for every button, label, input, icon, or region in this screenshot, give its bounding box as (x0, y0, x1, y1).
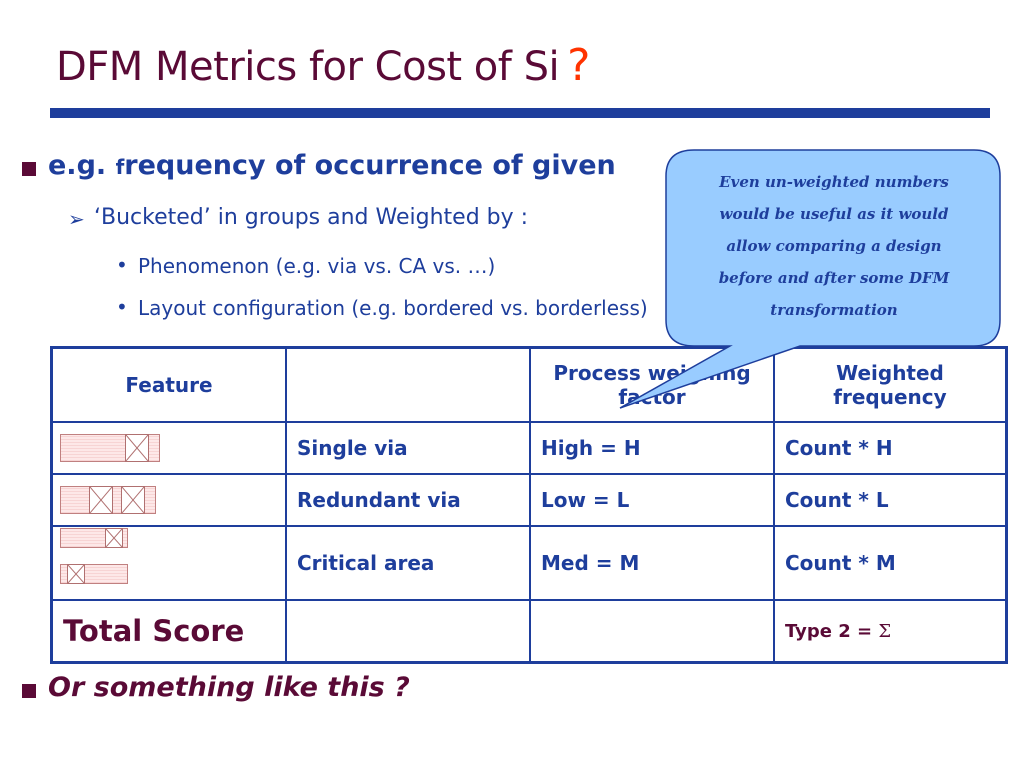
bullet-square-icon (22, 162, 36, 176)
row-name: Single via (285, 421, 531, 475)
callout-line: before and after some DFM (718, 269, 950, 287)
header-feature: Feature (50, 346, 287, 423)
title-underline (50, 108, 990, 118)
dot-bullet-icon: • (116, 253, 128, 277)
total-score-label: Total Score (50, 599, 287, 664)
sub-bullet: ‘Bucketed’ in groups and Weighted by : (94, 205, 529, 230)
dot-bullet-icon: • (116, 295, 128, 319)
title-question-mark: ? (567, 40, 590, 91)
table-row: Redundant via Low = L Count * L (50, 473, 1008, 527)
row-frequency: Count * L (773, 473, 1008, 527)
via-cross-icon (105, 528, 123, 548)
total-blank-cell (529, 599, 775, 664)
header-blank (285, 346, 531, 423)
main-bullet-prefix: e.g. (48, 150, 116, 181)
slide-title: DFM Metrics for Cost of Si? (56, 40, 590, 91)
row-factor: Med = M (529, 525, 775, 601)
via-cross-icon (125, 434, 149, 462)
critical-area-layout-icon-bottom (60, 564, 128, 584)
total-score-value: Type 2 = Σ (773, 599, 1008, 664)
total-value-prefix: Type 2 = (785, 620, 879, 642)
row-name: Redundant via (285, 473, 531, 527)
row-name: Critical area (285, 525, 531, 601)
via-cross-icon (89, 486, 113, 514)
item-bullet-layout: Layout configuration (e.g. bordered vs. … (138, 296, 648, 320)
critical-area-layout-icon-top (60, 528, 128, 548)
via-cross-icon (121, 486, 145, 514)
row-frequency: Count * M (773, 525, 1008, 601)
single-via-layout-icon (60, 434, 160, 462)
callout-line: would be useful as it would (719, 205, 949, 223)
header-frequency: Weighted frequency (773, 346, 1008, 423)
row-frequency: Count * H (773, 421, 1008, 475)
callout-line: allow comparing a design (726, 237, 942, 255)
total-blank-cell (285, 599, 531, 664)
bottom-bullet: Or something like this ? (48, 672, 410, 703)
callout-line: transformation (770, 301, 898, 319)
metrics-table: Feature Process weighing factor Weighted… (50, 346, 1008, 664)
item-bullet-phenomenon: Phenomenon (e.g. via vs. CA vs. …) (138, 254, 496, 278)
main-bullet-f: f (115, 155, 125, 179)
slide-title-text: DFM Metrics for Cost of Si (56, 44, 560, 90)
total-row: Total Score Type 2 = Σ (50, 599, 1008, 664)
callout-line: Even un-weighted numbers (719, 173, 949, 191)
main-bullet: e.g. frequency of occurrence of given (48, 150, 616, 181)
redundant-via-layout-icon (60, 486, 156, 514)
row-factor: Low = L (529, 473, 775, 527)
via-cross-icon (67, 564, 85, 584)
sigma-symbol: Σ (878, 620, 892, 642)
callout-text: Even un-weighted numbers would be useful… (686, 166, 982, 326)
arrow-bullet-icon: ➢ (68, 207, 85, 231)
bullet-square-icon (22, 684, 36, 698)
main-bullet-rest: requency of occurrence of given (124, 150, 616, 181)
row-factor: High = H (529, 421, 775, 475)
